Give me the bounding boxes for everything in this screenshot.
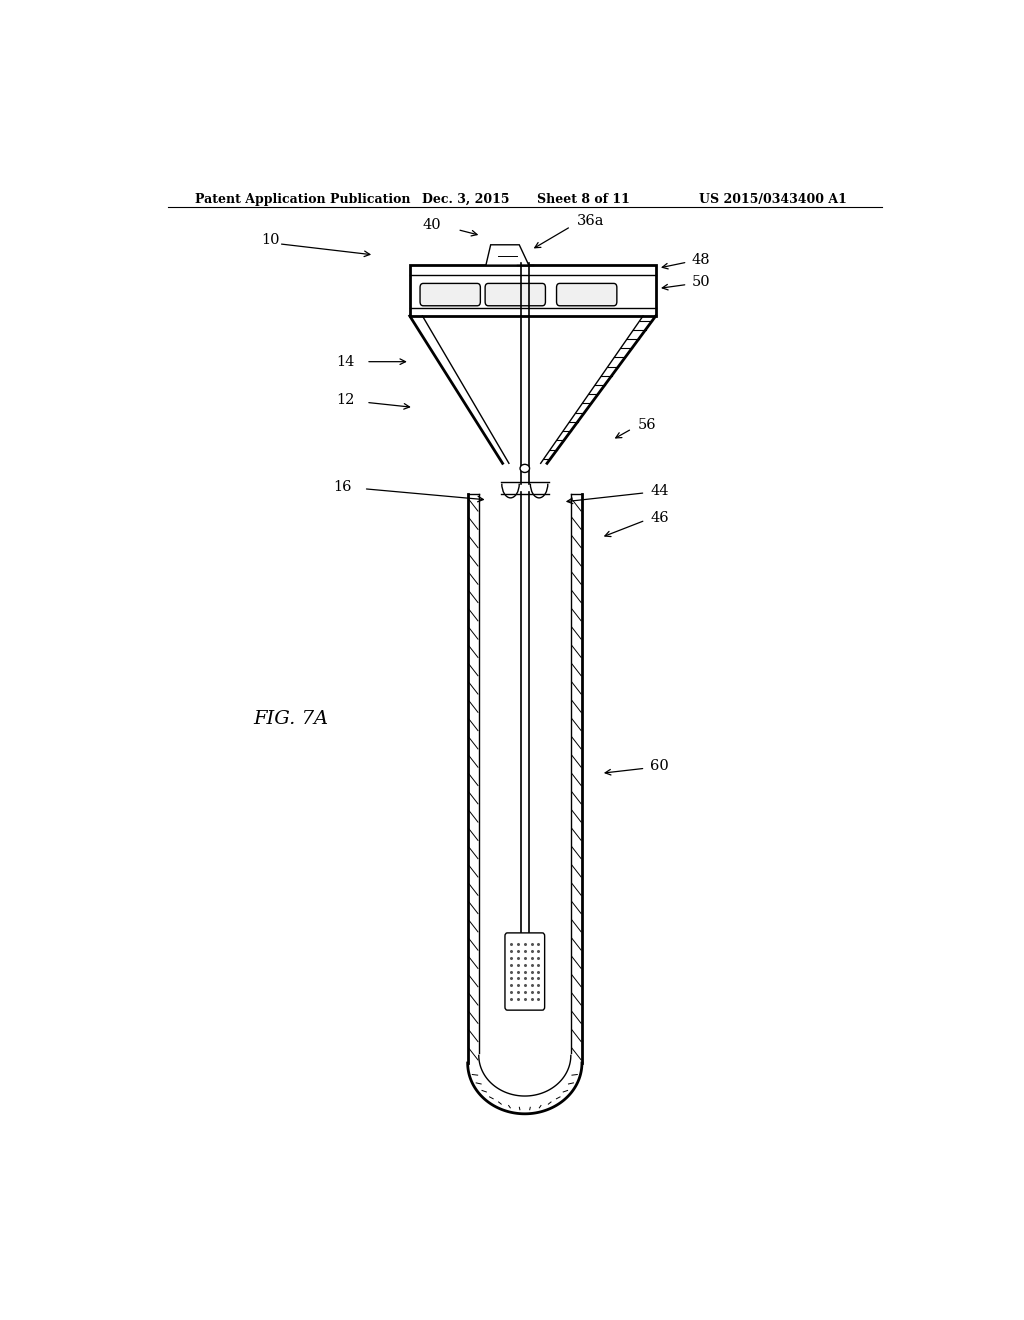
- Text: 36a: 36a: [577, 214, 604, 228]
- Bar: [410, 265, 655, 315]
- Text: 60: 60: [650, 759, 669, 774]
- Text: 14: 14: [336, 355, 354, 368]
- Ellipse shape: [520, 465, 529, 473]
- Text: 46: 46: [650, 511, 669, 525]
- Text: Dec. 3, 2015: Dec. 3, 2015: [422, 193, 509, 206]
- FancyBboxPatch shape: [557, 284, 616, 306]
- Text: 16: 16: [333, 479, 352, 494]
- Text: US 2015/0343400 A1: US 2015/0343400 A1: [699, 193, 847, 206]
- Text: 12: 12: [336, 393, 354, 408]
- Polygon shape: [486, 244, 528, 265]
- Text: FIG. 7A: FIG. 7A: [253, 710, 329, 729]
- FancyBboxPatch shape: [505, 933, 545, 1010]
- Text: 44: 44: [650, 483, 669, 498]
- Text: 40: 40: [423, 219, 441, 232]
- Text: 10: 10: [261, 232, 280, 247]
- FancyBboxPatch shape: [485, 284, 546, 306]
- Text: 50: 50: [691, 276, 710, 289]
- Text: 48: 48: [691, 253, 710, 267]
- FancyBboxPatch shape: [420, 284, 480, 306]
- Text: 56: 56: [638, 417, 656, 432]
- Text: Sheet 8 of 11: Sheet 8 of 11: [537, 193, 630, 206]
- Text: Patent Application Publication: Patent Application Publication: [196, 193, 411, 206]
